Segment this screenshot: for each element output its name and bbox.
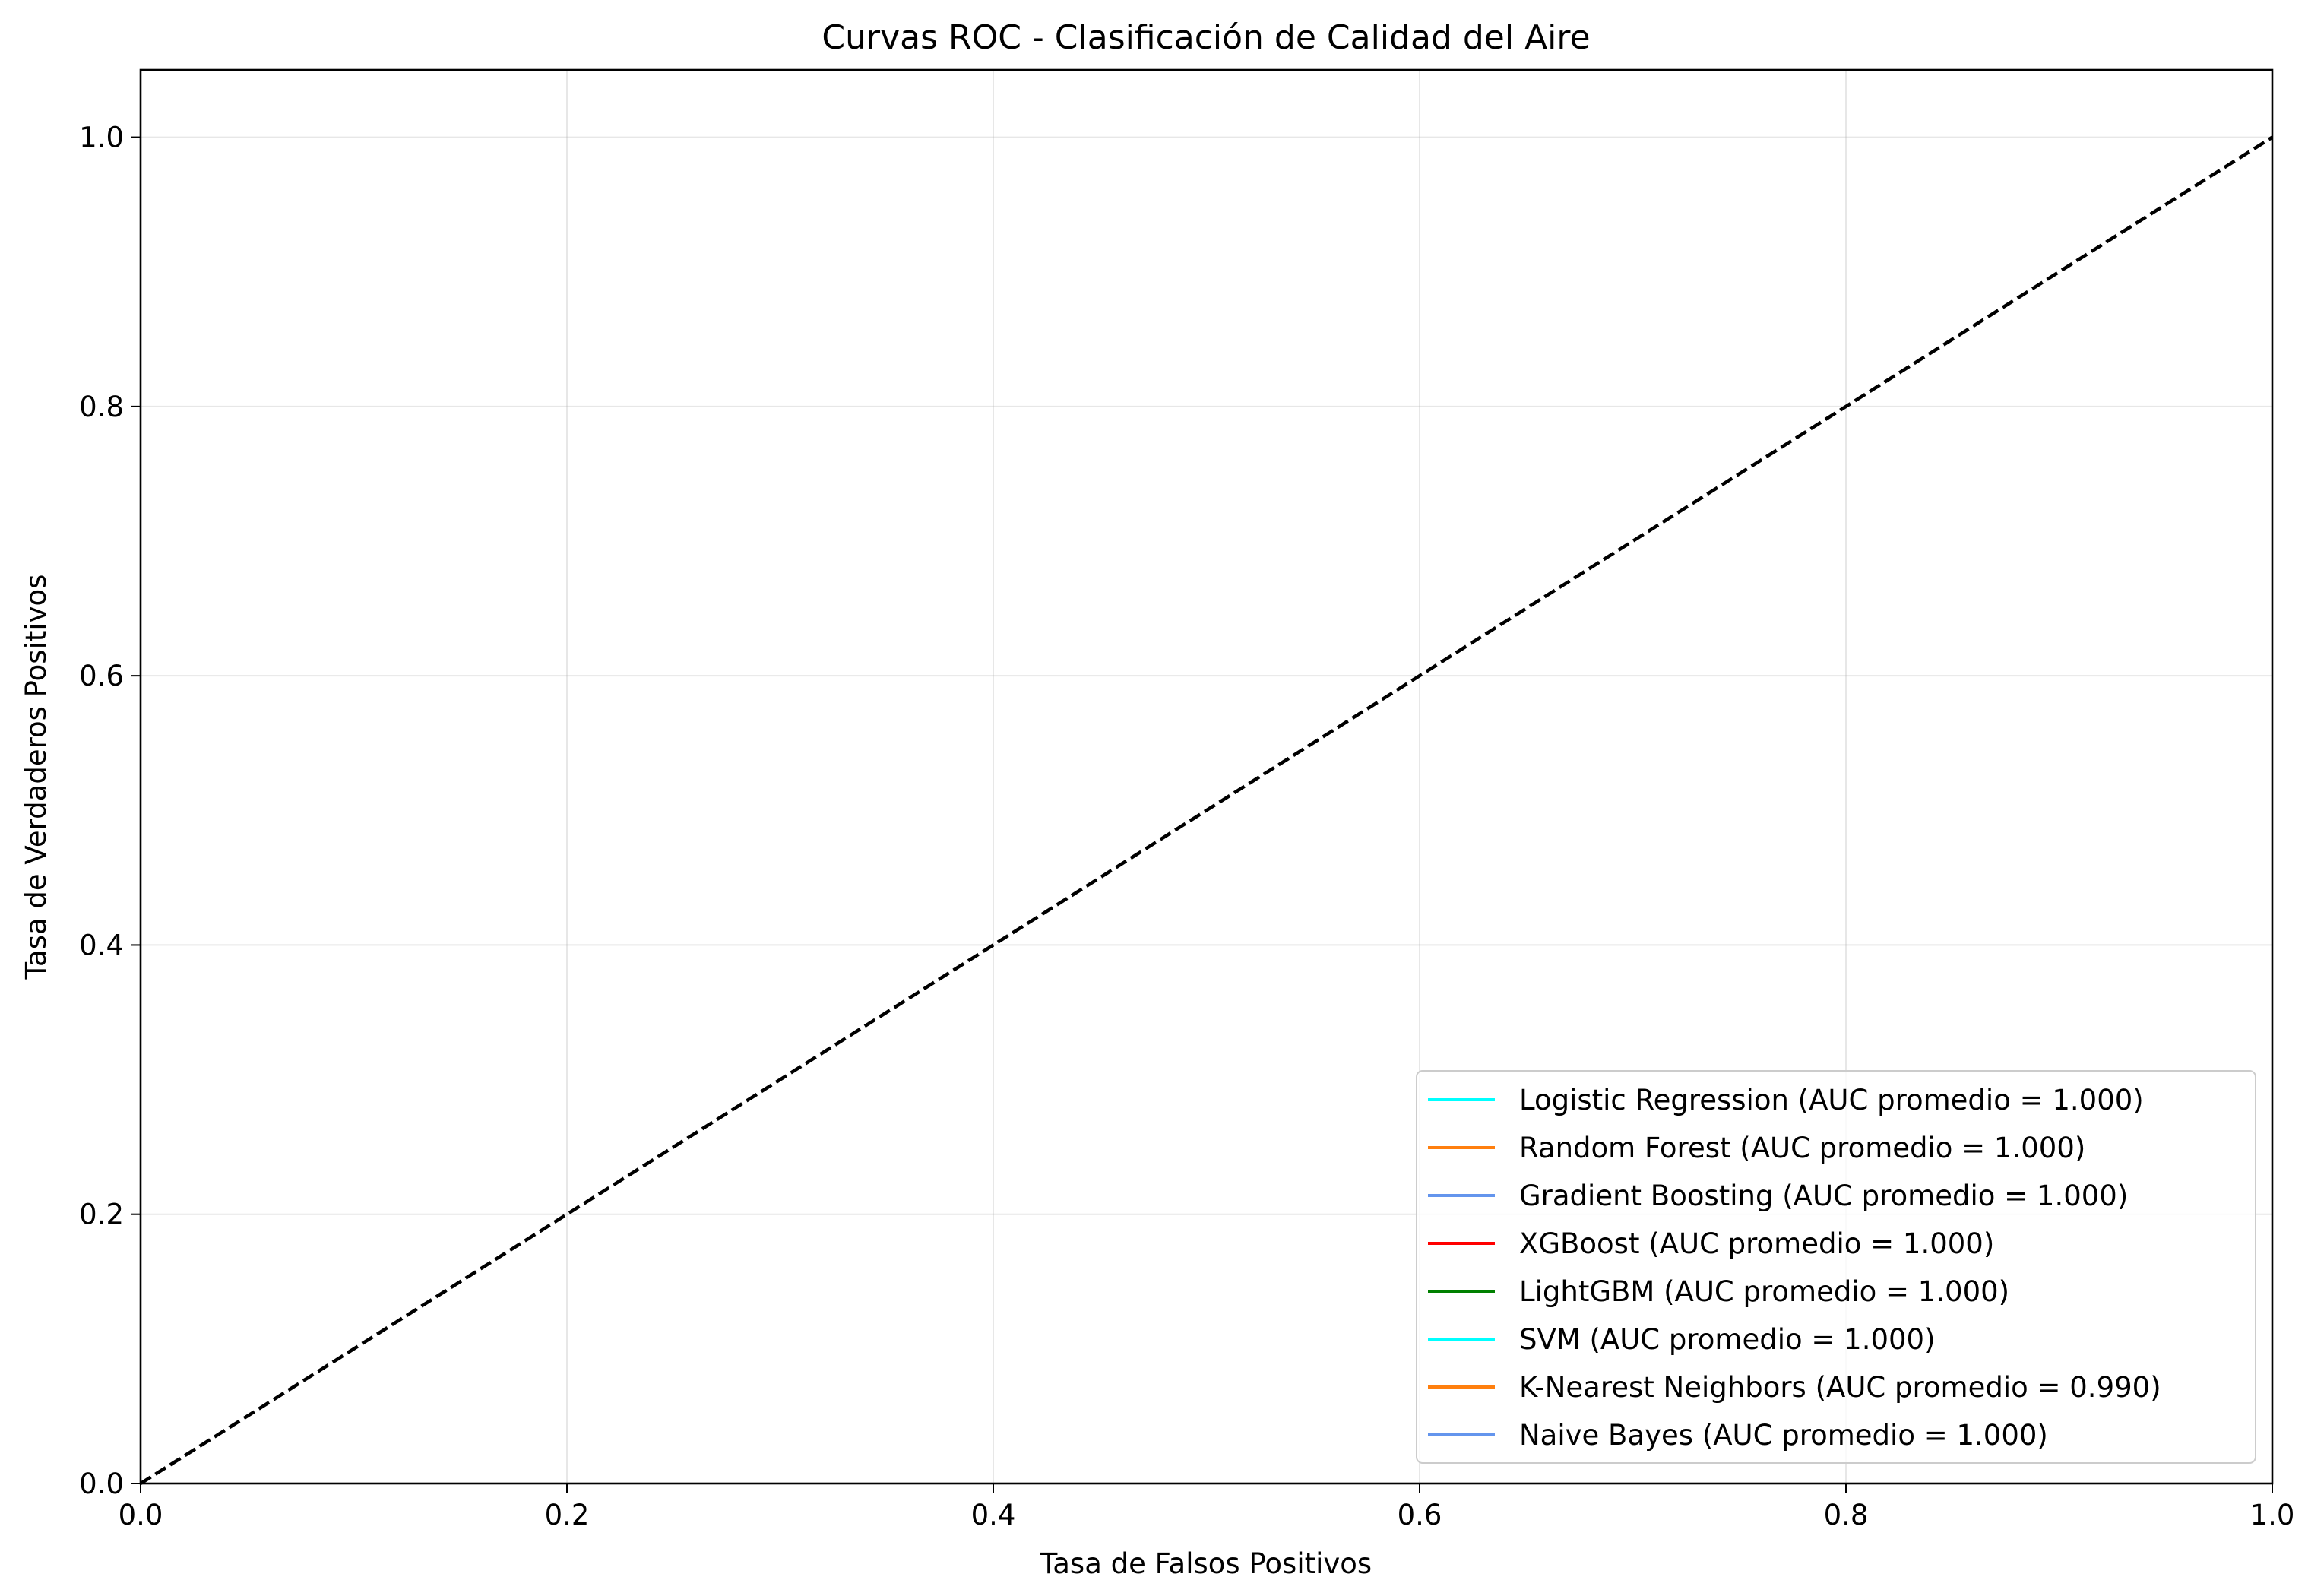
- legend-label: SVM (AUC promedio = 1.000): [1519, 1323, 1936, 1356]
- chart-title: Curvas ROC - Clasificación de Calidad de…: [822, 18, 1590, 57]
- x-tick-label: 0.8: [1824, 1499, 1869, 1531]
- y-tick-label: 0.2: [79, 1199, 124, 1231]
- legend-label: Random Forest (AUC promedio = 1.000): [1519, 1132, 2085, 1164]
- x-axis-label: Tasa de Falsos Positivos: [1040, 1547, 1372, 1580]
- legend-label: LightGBM (AUC promedio = 1.000): [1519, 1275, 2009, 1308]
- x-tick-label: 0.2: [545, 1499, 590, 1531]
- x-tick-label: 0.0: [119, 1499, 163, 1531]
- legend-label: K-Nearest Neighbors (AUC promedio = 0.99…: [1519, 1371, 2161, 1404]
- plot-frame: [139, 68, 2274, 1485]
- legend-label: XGBoost (AUC promedio = 1.000): [1519, 1227, 1994, 1260]
- legend-label: Gradient Boosting (AUC promedio = 1.000): [1519, 1180, 2128, 1212]
- legend-label: Logistic Regression (AUC promedio = 1.00…: [1519, 1084, 2144, 1116]
- x-tick-label: 0.4: [971, 1499, 1016, 1531]
- legend: Logistic Regression (AUC promedio = 1.00…: [1416, 1070, 2256, 1464]
- x-axis-ticks: 0.0 0.2 0.4 0.6 0.8 1.0: [119, 1484, 2295, 1531]
- x-tick-label: 1.0: [2250, 1499, 2295, 1531]
- y-tick-label: 0.6: [79, 660, 124, 692]
- y-axis-ticks: 0.0 0.2 0.4 0.6 0.8 1.0: [79, 122, 141, 1500]
- y-tick-label: 0.8: [79, 391, 124, 423]
- x-tick-label: 0.6: [1398, 1499, 1442, 1531]
- chance-line-layer: [139, 135, 2274, 1485]
- y-tick-label: 0.0: [79, 1468, 124, 1500]
- legend-label: Naive Bayes (AUC promedio = 1.000): [1519, 1419, 2048, 1452]
- y-axis-label: Tasa de Verdaderos Positivos: [20, 575, 52, 980]
- y-tick-label: 0.4: [79, 929, 124, 961]
- grid-lines: [140, 70, 2273, 1484]
- chance-diagonal-line: [139, 135, 2274, 1485]
- legend-box: [1416, 1070, 2256, 1464]
- y-tick-label: 1.0: [79, 122, 124, 154]
